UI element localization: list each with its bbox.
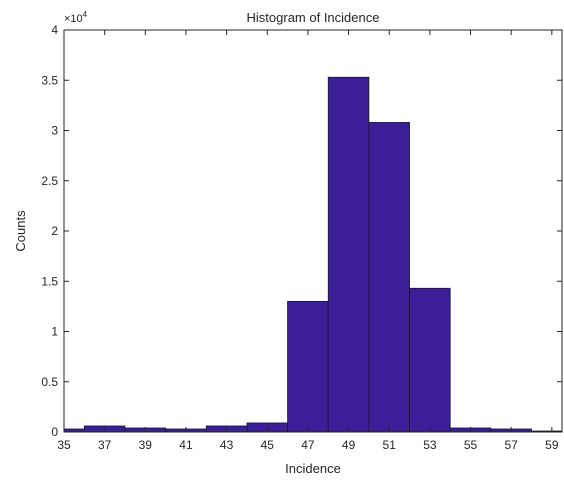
y-tick-label-4: 2 bbox=[51, 224, 58, 238]
x-tick-label-6: 47 bbox=[301, 438, 315, 452]
y-tick-label-3: 1.5 bbox=[41, 274, 58, 288]
x-tick-label-11: 57 bbox=[505, 438, 519, 452]
tick-labels-group: 35 37 39 41 43 45 47 49 51 53 55 57 59 0 0.5 1 1.5 2 2.5 3 3… bbox=[41, 23, 559, 452]
x-tick-label-9: 53 bbox=[423, 438, 437, 452]
y-axis-exponent: ×104 bbox=[64, 10, 88, 25]
x-tick-label-2: 39 bbox=[139, 438, 153, 452]
x-axis-label: Incidence bbox=[285, 461, 341, 476]
y-axis-label: Counts bbox=[13, 210, 28, 252]
y-tick-label-2: 1 bbox=[51, 325, 58, 339]
histogram-bar-7 bbox=[327, 76, 370, 433]
y-tick-label-5: 2.5 bbox=[41, 174, 58, 188]
y-tick-label-0: 0 bbox=[51, 425, 58, 439]
y-tick-label-8: 4 bbox=[51, 23, 58, 37]
x-tick-label-8: 51 bbox=[383, 438, 397, 452]
ticks-group bbox=[63, 29, 562, 433]
y-exponent-power: 4 bbox=[83, 10, 88, 19]
x-tick-label-10: 55 bbox=[464, 438, 478, 452]
x-tick-label-3: 41 bbox=[179, 438, 193, 452]
x-tick-label-4: 43 bbox=[220, 438, 234, 452]
histogram-bar-9 bbox=[409, 287, 451, 433]
histogram-bar-8 bbox=[368, 122, 410, 433]
y-tick-label-7: 3.5 bbox=[41, 73, 58, 87]
chart-title: Histogram of Incidence bbox=[247, 10, 380, 25]
x-tick-label-12: 59 bbox=[545, 438, 559, 452]
y-tick-label-6: 3 bbox=[51, 124, 58, 138]
x-tick-label-1: 37 bbox=[98, 438, 112, 452]
y-exponent-base: ×10 bbox=[64, 13, 83, 25]
y-tick-label-1: 0.5 bbox=[41, 375, 58, 389]
histogram-bar-6 bbox=[287, 300, 329, 433]
x-tick-label-5: 45 bbox=[261, 438, 275, 452]
x-tick-label-7: 49 bbox=[342, 438, 356, 452]
x-tick-label-0: 35 bbox=[57, 438, 71, 452]
